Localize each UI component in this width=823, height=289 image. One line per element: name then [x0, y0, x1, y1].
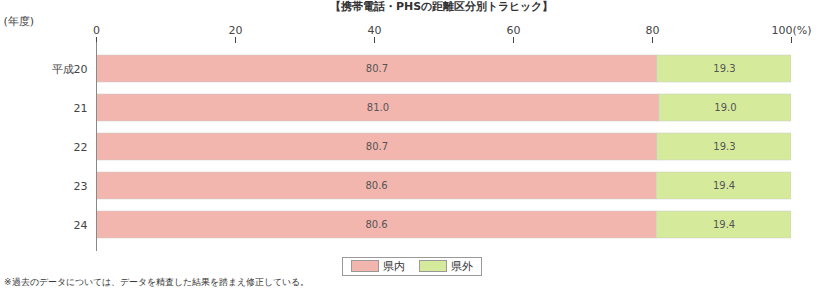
svg-text:19.4: 19.4	[713, 180, 735, 191]
svg-text:20: 20	[229, 24, 243, 37]
svg-text:80: 80	[646, 24, 660, 37]
svg-text:22: 22	[74, 141, 88, 154]
svg-text:60: 60	[507, 24, 521, 37]
svg-text:19.0: 19.0	[714, 102, 736, 113]
svg-text:24: 24	[74, 219, 88, 232]
svg-text:平成20: 平成20	[52, 63, 88, 76]
svg-text:19.4: 19.4	[713, 219, 735, 230]
html-text:※過去のデータについては、データを精査した結果を踏まえ修正し: ※過去のデータについては、データを精査した結果を踏まえ修正している。	[4, 277, 309, 287]
svg-text:23: 23	[74, 180, 88, 193]
svg-text:21: 21	[74, 102, 88, 115]
svg-text:81.0: 81.0	[367, 102, 389, 113]
svg-text:(年度): (年度)	[4, 15, 35, 28]
svg-text:80.7: 80.7	[366, 141, 388, 152]
html-text:県外: 県外	[450, 259, 473, 273]
html-text:県内: 県内	[382, 259, 405, 273]
html-text:【携帯電話・PHSの距離区分別トラヒック】: 【携帯電話・PHSの距離区分別トラヒック】	[329, 0, 554, 13]
svg-text:80.6: 80.6	[365, 180, 387, 191]
svg-text:80.7: 80.7	[366, 63, 388, 74]
svg-text:40: 40	[368, 24, 382, 37]
svg-text:19.3: 19.3	[713, 141, 735, 152]
svg-text:0: 0	[93, 24, 100, 37]
svg-text:80.6: 80.6	[365, 219, 387, 230]
svg-text:19.3: 19.3	[713, 63, 735, 74]
svg-text:100(%): 100(%)	[771, 24, 811, 37]
